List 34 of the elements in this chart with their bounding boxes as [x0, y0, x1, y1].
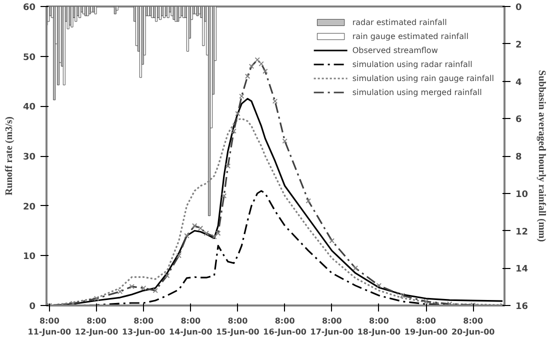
legend-label: simulation using rain gauge rainfall	[352, 72, 494, 84]
y-axis-title: Runoff rate (m3/s)	[4, 116, 15, 196]
x-tick-label: 8:00 20-Jun-00	[451, 316, 496, 336]
y2-tick-label: 10	[516, 190, 528, 200]
x-tick-label: 8:00 11-Jun-00	[28, 316, 72, 336]
y2-tick-label: 8	[516, 152, 522, 162]
y-tick-label: 0	[29, 302, 36, 312]
y2-tick-label: 4	[516, 78, 522, 88]
x-tick-label: 8:00 19-Jun-00	[404, 316, 448, 336]
y2-tick-label: 16	[516, 302, 528, 312]
legend-label: radar estimated rainfall	[352, 16, 447, 28]
x-tick-label: 8:00 17-Jun-00	[310, 316, 354, 336]
y-tick-label: 60	[22, 3, 36, 13]
x-tick-label: 8:00 14-Jun-00	[169, 316, 213, 336]
x-tick-label: 8:00 16-Jun-00	[263, 316, 307, 336]
y-tick-label: 40	[22, 102, 36, 113]
x-tick-label: 8:00 18-Jun-00	[357, 316, 402, 336]
legend-label: simulation using radar rainfall	[352, 58, 472, 70]
y-tick-label: 50	[22, 52, 36, 63]
y-tick-label: 30	[22, 152, 36, 162]
y2-tick-label: 14	[516, 264, 528, 275]
legend-label: simulation using merged rainfall	[352, 86, 482, 98]
legend-label: rain gauge estimated rainfall	[352, 30, 468, 42]
y-tick-label: 10	[22, 252, 36, 262]
y2-tick-label: 0	[516, 3, 522, 13]
y2-tick-label: 2	[516, 40, 522, 50]
legend-label: Observed streamflow	[352, 44, 438, 56]
y-tick-label: 20	[22, 202, 36, 212]
x-tick-label: 8:00 15-Jun-00	[216, 316, 260, 336]
y2-tick-label: 6	[516, 115, 522, 126]
x-tick-label: 8:00 13-Jun-00	[122, 316, 166, 336]
x-tick-label: 8:00 12-Jun-00	[74, 316, 119, 336]
y2-axis-title: Subbasin averaged hourly rainfall (mm)	[536, 70, 548, 242]
y2-tick-label: 12	[516, 227, 528, 238]
